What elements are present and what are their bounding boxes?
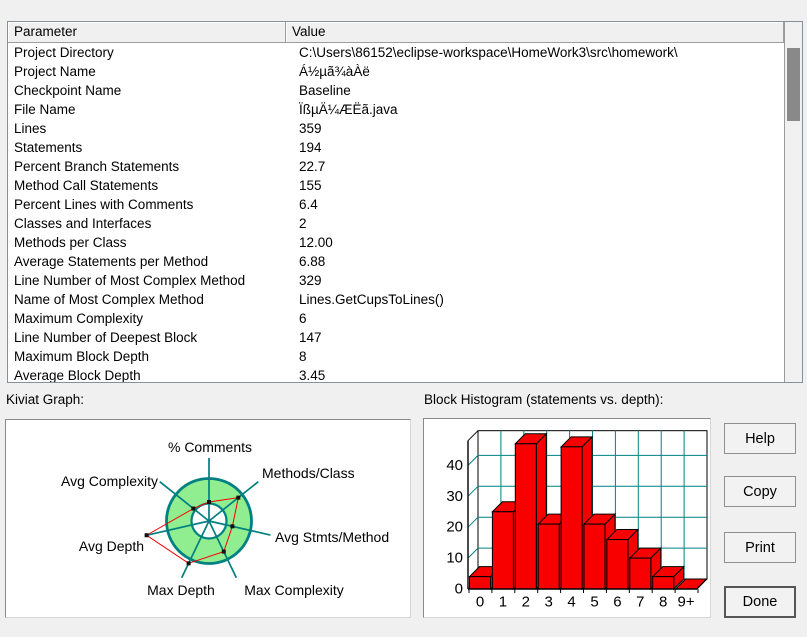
- parameter-cell: Checkpoint Name: [14, 83, 122, 98]
- table-row[interactable]: Percent Lines with Comments 6.4: [8, 195, 784, 214]
- table-row[interactable]: Name of Most Complex Method Lines.GetCups…: [8, 290, 784, 309]
- metrics-table-main: Parameter Value Project Directory C:\User…: [8, 22, 784, 382]
- table-header: Parameter Value: [8, 22, 784, 43]
- histogram-x-tick-label: 8: [659, 594, 667, 611]
- parameter-cell: Maximum Block Depth: [14, 349, 150, 364]
- table-row[interactable]: Checkpoint Name Baseline: [8, 81, 784, 100]
- parameter-cell: Name of Most Complex Method: [14, 292, 204, 307]
- histogram-y-tick-label: 30: [446, 488, 463, 505]
- kiviat-axis-label: Methods/Class: [262, 465, 355, 481]
- value-cell: C:\Users\86152\eclipse-workspace\HomeWor…: [299, 45, 678, 60]
- kiviat-axis-label: Max Depth: [147, 582, 215, 598]
- table-row[interactable]: Lines 359: [8, 119, 784, 138]
- parameter-cell: Project Name: [14, 64, 96, 79]
- kiviat-graph: % Comments Methods/Class Avg Stmts/Method M…: [5, 419, 411, 618]
- print-button[interactable]: Print: [724, 532, 796, 563]
- histogram-x-tick-label: 0: [476, 594, 484, 611]
- table-body: Project Directory C:\Users\86152\eclipse-…: [8, 43, 784, 382]
- value-cell: 12.00: [299, 235, 333, 250]
- parameter-cell: Method Call Statements: [14, 178, 159, 193]
- table-row[interactable]: Method Call Statements 155: [8, 176, 784, 195]
- table-row[interactable]: Average Block Depth 3.45: [8, 366, 784, 382]
- histogram-y-tick-label: 40: [446, 457, 463, 474]
- histogram-x-tick-label: 5: [590, 594, 598, 611]
- table-row[interactable]: Average Statements per Method 6.88: [8, 252, 784, 271]
- table-row[interactable]: Project Directory C:\Users\86152\eclipse-…: [8, 43, 784, 62]
- table-row[interactable]: Classes and Interfaces 2: [8, 214, 784, 233]
- histogram-x-tick-label: 1: [499, 594, 507, 611]
- parameter-cell: Line Number of Deepest Block: [14, 330, 198, 345]
- parameter-cell: Methods per Class: [14, 235, 127, 250]
- histogram-x-tick-label: 9+: [678, 594, 695, 611]
- value-cell: ÏßµÄ¼ÆËã.java: [299, 102, 398, 117]
- parameter-cell: Line Number of Most Complex Method: [14, 273, 246, 288]
- metrics-table: Parameter Value Project Directory C:\User…: [7, 21, 803, 383]
- table-row[interactable]: Percent Branch Statements 22.7: [8, 157, 784, 176]
- help-button[interactable]: Help: [724, 423, 796, 454]
- value-cell: 147: [299, 330, 322, 345]
- histogram-x-tick-label: 3: [545, 594, 553, 611]
- value-cell: 155: [299, 178, 322, 193]
- value-cell: 194: [299, 140, 322, 155]
- block-histogram: 0 10 20 30 40 0 1 2 3 4 5 6 7 8 9+: [423, 418, 711, 618]
- table-row[interactable]: File Name ÏßµÄ¼ÆËã.java: [8, 100, 784, 119]
- value-cell: 359: [299, 121, 322, 136]
- column-header-parameter[interactable]: Parameter: [8, 22, 286, 43]
- parameter-cell: Project Directory: [14, 45, 114, 60]
- histogram-x-tick-label: 4: [567, 594, 575, 611]
- value-cell: 329: [299, 273, 322, 288]
- parameter-cell: Lines: [14, 121, 47, 136]
- parameter-cell: File Name: [14, 102, 76, 117]
- vertical-scrollbar[interactable]: [784, 22, 802, 382]
- parameter-cell: Average Block Depth: [14, 368, 141, 382]
- value-cell: 22.7: [299, 159, 326, 174]
- scrollbar-thumb[interactable]: [787, 48, 800, 121]
- kiviat-axis-label: Max Complexity: [244, 582, 344, 598]
- histogram-y-tick-label: 20: [446, 519, 463, 536]
- value-cell: 6.4: [299, 197, 318, 212]
- histogram-y-tick-label: 0: [455, 581, 463, 598]
- kiviat-axis-label: Avg Depth: [79, 538, 144, 554]
- done-button[interactable]: Done: [724, 586, 796, 618]
- kiviat-axis-label: Avg Stmts/Method: [275, 529, 389, 545]
- table-row[interactable]: Statements 194: [8, 138, 784, 157]
- column-header-value[interactable]: Value: [286, 22, 784, 43]
- parameter-cell: Maximum Complexity: [14, 311, 144, 326]
- kiviat-axis-label: Avg Complexity: [61, 473, 158, 489]
- copy-button[interactable]: Copy: [724, 476, 796, 507]
- value-cell: 6.88: [299, 254, 326, 269]
- histogram-x-tick-label: 6: [613, 594, 621, 611]
- kiviat-axis-label: % Comments: [168, 439, 252, 455]
- table-row[interactable]: Line Number of Deepest Block 147: [8, 328, 784, 347]
- histogram-section-label: Block Histogram (statements vs. depth):: [424, 392, 664, 407]
- table-row[interactable]: Line Number of Most Complex Method 329: [8, 271, 784, 290]
- kiviat-graph-canvas: % Comments Methods/Class Avg Stmts/Method M…: [61, 439, 389, 598]
- value-cell: Lines.GetCupsToLines(): [299, 292, 444, 307]
- value-cell: 3.45: [299, 368, 326, 382]
- table-row[interactable]: Methods per Class 12.00: [8, 233, 784, 252]
- kiviat-section-label: Kiviat Graph:: [6, 392, 85, 407]
- parameter-cell: Statements: [14, 140, 83, 155]
- table-row[interactable]: Maximum Complexity 6: [8, 309, 784, 328]
- parameter-cell: Percent Lines with Comments: [14, 197, 194, 212]
- parameter-cell: Percent Branch Statements: [14, 159, 180, 174]
- value-cell: Á½µã¾àÀë: [299, 64, 370, 79]
- histogram-x-tick-label: 7: [636, 594, 644, 611]
- parameter-cell: Classes and Interfaces: [14, 216, 152, 231]
- parameter-cell: Average Statements per Method: [14, 254, 209, 269]
- table-row[interactable]: Project Name Á½µã¾àÀë: [8, 62, 784, 81]
- value-cell: Baseline: [299, 83, 351, 98]
- value-cell: 8: [299, 349, 307, 364]
- value-cell: 6: [299, 311, 307, 326]
- value-cell: 2: [299, 216, 307, 231]
- histogram-x-tick-label: 2: [522, 594, 530, 611]
- histogram-y-tick-label: 10: [446, 550, 463, 567]
- table-row[interactable]: Maximum Block Depth 8: [8, 347, 784, 366]
